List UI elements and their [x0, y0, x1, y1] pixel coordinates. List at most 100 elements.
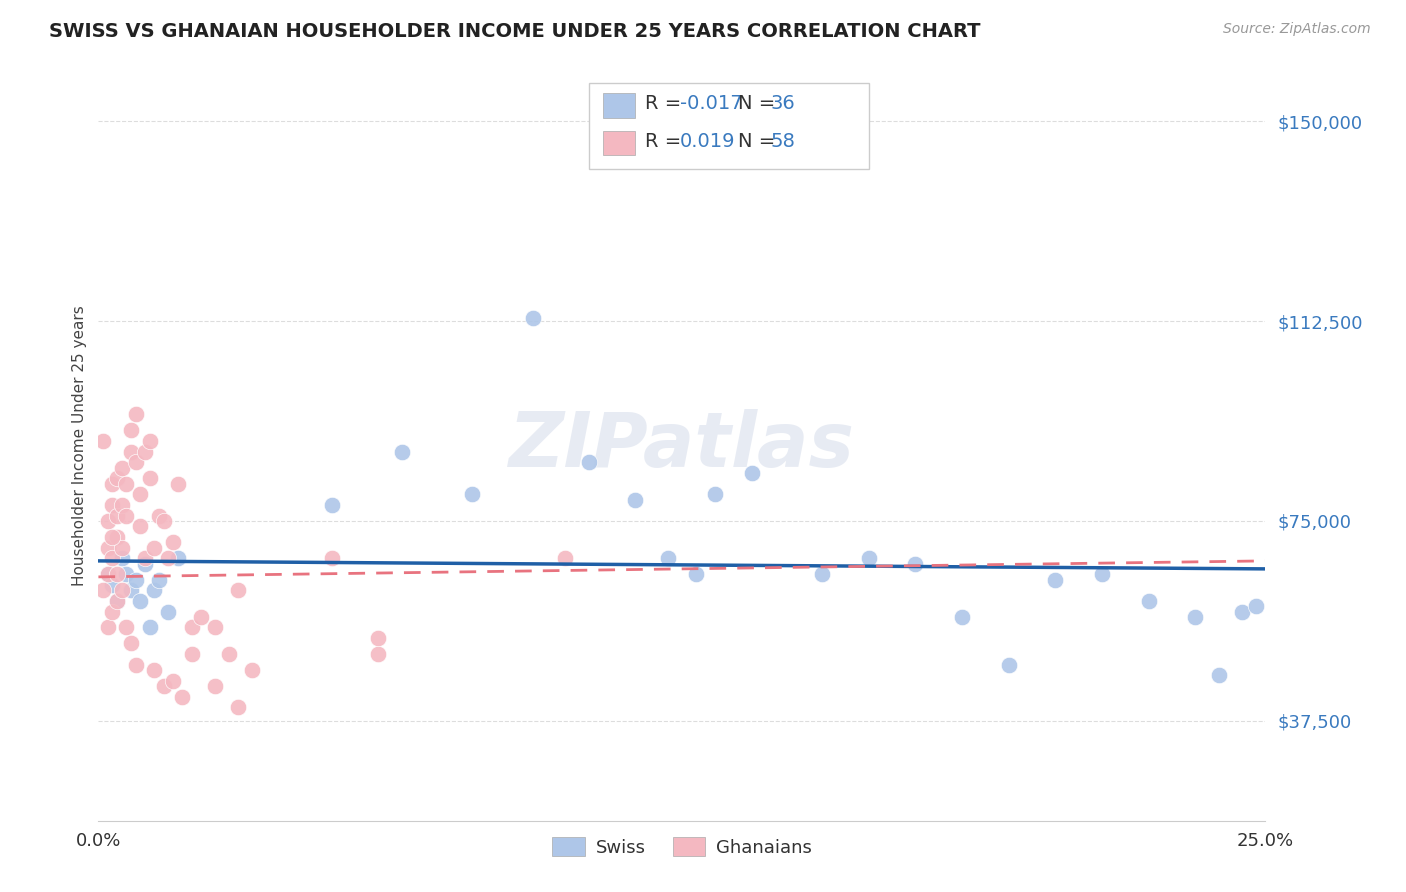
- Point: [858, 551, 880, 566]
- Point: [91, 434, 114, 448]
- Point: [180, 620, 202, 634]
- Point: [105, 508, 128, 523]
- Point: [115, 476, 138, 491]
- Point: [1230, 605, 1253, 619]
- Text: 58: 58: [770, 131, 796, 151]
- Point: [461, 487, 484, 501]
- Point: [172, 690, 194, 704]
- Point: [657, 551, 679, 566]
- Point: [1184, 610, 1206, 624]
- Point: [148, 508, 170, 523]
- Point: [950, 610, 973, 624]
- Text: Source: ZipAtlas.com: Source: ZipAtlas.com: [1223, 22, 1371, 37]
- Point: [139, 471, 162, 485]
- Point: [111, 551, 134, 566]
- Point: [367, 647, 389, 661]
- Text: R =: R =: [644, 94, 688, 113]
- Text: 36: 36: [770, 94, 796, 113]
- Point: [166, 476, 188, 491]
- Point: [143, 541, 166, 555]
- Point: [685, 567, 707, 582]
- Point: [162, 673, 184, 688]
- Point: [204, 620, 226, 634]
- Point: [997, 657, 1019, 672]
- Point: [1045, 573, 1067, 587]
- Point: [111, 583, 134, 598]
- Point: [111, 541, 134, 555]
- Point: [703, 487, 725, 501]
- Point: [143, 663, 166, 677]
- Point: [624, 492, 647, 507]
- Point: [115, 567, 138, 582]
- Point: [741, 466, 763, 480]
- Point: [105, 567, 128, 582]
- Point: [105, 594, 128, 608]
- Point: [228, 583, 250, 598]
- Point: [1137, 594, 1160, 608]
- Point: [134, 551, 156, 566]
- Point: [97, 541, 120, 555]
- Point: [143, 583, 166, 598]
- Point: [120, 583, 142, 598]
- Point: [125, 455, 148, 469]
- Point: [111, 460, 134, 475]
- Point: [157, 605, 180, 619]
- Point: [125, 657, 148, 672]
- Point: [101, 476, 124, 491]
- Point: [97, 620, 120, 634]
- Point: [242, 663, 264, 677]
- Point: [120, 444, 142, 458]
- Point: [148, 573, 170, 587]
- Point: [578, 455, 600, 469]
- Point: [190, 610, 212, 624]
- Point: [522, 311, 544, 326]
- Point: [101, 498, 124, 512]
- Point: [166, 551, 188, 566]
- Point: [101, 530, 124, 544]
- FancyBboxPatch shape: [603, 130, 636, 155]
- Point: [101, 578, 124, 592]
- Point: [134, 444, 156, 458]
- FancyBboxPatch shape: [603, 93, 636, 118]
- Point: [152, 679, 174, 693]
- Point: [125, 408, 148, 422]
- Point: [129, 519, 152, 533]
- Point: [97, 514, 120, 528]
- Point: [811, 567, 834, 582]
- Text: SWISS VS GHANAIAN HOUSEHOLDER INCOME UNDER 25 YEARS CORRELATION CHART: SWISS VS GHANAIAN HOUSEHOLDER INCOME UND…: [49, 22, 981, 41]
- Text: -0.017: -0.017: [679, 94, 742, 113]
- Point: [1091, 567, 1114, 582]
- Point: [180, 647, 202, 661]
- Point: [129, 487, 152, 501]
- Legend: Swiss, Ghanaians: Swiss, Ghanaians: [546, 830, 818, 864]
- FancyBboxPatch shape: [589, 83, 869, 169]
- Point: [367, 631, 389, 645]
- Point: [105, 530, 128, 544]
- Point: [111, 498, 134, 512]
- Text: N =: N =: [738, 94, 782, 113]
- Text: 0.019: 0.019: [679, 131, 735, 151]
- Point: [129, 594, 152, 608]
- Point: [97, 567, 120, 582]
- Point: [139, 620, 162, 634]
- Point: [1244, 599, 1267, 614]
- Point: [204, 679, 226, 693]
- Point: [218, 647, 240, 661]
- Point: [554, 551, 576, 566]
- Y-axis label: Householder Income Under 25 years: Householder Income Under 25 years: [72, 306, 87, 586]
- Point: [321, 551, 343, 566]
- Point: [101, 605, 124, 619]
- Point: [91, 583, 114, 598]
- Point: [115, 508, 138, 523]
- Point: [228, 700, 250, 714]
- Point: [1208, 668, 1230, 682]
- Point: [321, 498, 343, 512]
- Point: [120, 423, 142, 437]
- Point: [105, 594, 128, 608]
- Point: [105, 471, 128, 485]
- Text: N =: N =: [738, 131, 782, 151]
- Point: [134, 557, 156, 571]
- Text: ZIPatlas: ZIPatlas: [509, 409, 855, 483]
- Point: [162, 535, 184, 549]
- Point: [120, 636, 142, 650]
